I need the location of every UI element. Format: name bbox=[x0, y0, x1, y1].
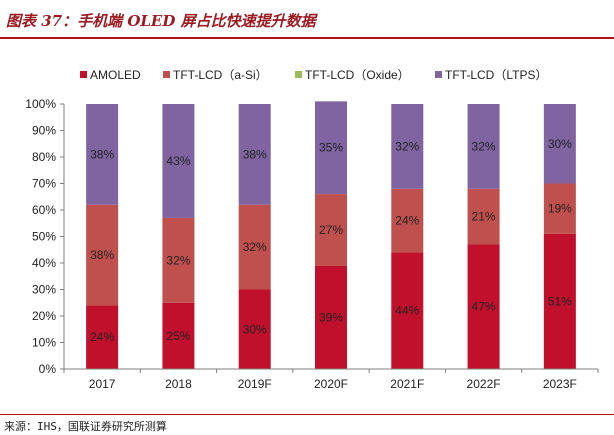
bar-segment bbox=[162, 302, 195, 369]
bar-segment bbox=[86, 305, 119, 369]
bar-segment bbox=[162, 104, 195, 218]
legend-item: TFT-LCD（Oxide） bbox=[295, 68, 410, 82]
x-tick-label: 2018 bbox=[165, 377, 192, 391]
bar-segment bbox=[86, 104, 119, 205]
bar-value-label: 38% bbox=[90, 248, 114, 262]
bar-value-label: 38% bbox=[90, 147, 114, 161]
legend-item: TFT-LCD（LTPS） bbox=[435, 68, 547, 82]
x-tick-label: 2022F bbox=[467, 377, 501, 391]
legend-label: AMOLED bbox=[90, 68, 141, 82]
bar-segment bbox=[543, 104, 576, 184]
bar-stack: 51% 19% 30% bbox=[543, 104, 576, 369]
x-tick-label: 2020F bbox=[314, 377, 348, 391]
figure-header: 图表 37：手机端 OLED 屏占比快速提升数据 bbox=[0, 0, 614, 40]
bar-value-label: 32% bbox=[472, 139, 496, 153]
bar-value-label: 47% bbox=[472, 300, 496, 314]
bar-stack: 39% 27% 35% bbox=[315, 101, 347, 369]
bar-segment bbox=[86, 204, 119, 306]
footer-divider bbox=[0, 414, 614, 415]
legend-swatch bbox=[80, 71, 87, 78]
x-tick-label: 2021F bbox=[390, 377, 424, 391]
legend-swatch bbox=[163, 71, 170, 78]
bar-segment bbox=[467, 244, 500, 369]
y-tick-label: 40% bbox=[32, 256, 56, 270]
bar-value-label: 30% bbox=[548, 137, 572, 151]
legend-label: TFT-LCD（a-Si） bbox=[173, 68, 268, 82]
bar-segment bbox=[543, 233, 576, 369]
y-tick-label: 30% bbox=[32, 283, 56, 297]
bar-value-label: 43% bbox=[166, 154, 190, 168]
legend-swatch bbox=[435, 71, 442, 78]
bar-segment bbox=[467, 188, 500, 245]
y-tick-label: 80% bbox=[32, 150, 56, 164]
x-tick-label: 2023F bbox=[543, 377, 577, 391]
bar-value-label: 32% bbox=[243, 240, 267, 254]
y-tick-label: 60% bbox=[32, 203, 56, 217]
y-tick-label: 70% bbox=[32, 177, 56, 191]
y-tick-label: 90% bbox=[32, 124, 56, 138]
bar-value-label: 19% bbox=[548, 202, 572, 216]
bar-value-label: 44% bbox=[395, 304, 419, 318]
legend-swatch bbox=[295, 71, 302, 78]
y-axis: 0% 10% 20% 30% 40% 50% 60% 70% 80% 90% 100% bbox=[25, 97, 65, 376]
bar-value-label: 38% bbox=[243, 147, 267, 161]
bar-value-label: 39% bbox=[319, 310, 343, 324]
legend-label: TFT-LCD（LTPS） bbox=[445, 68, 547, 82]
bar-value-label: 24% bbox=[90, 330, 114, 344]
bar-stack: 47% 21% 32% bbox=[467, 104, 500, 369]
bar-stack: 25% 32% 43% bbox=[162, 104, 195, 369]
bar-segment bbox=[162, 217, 195, 303]
bar-value-label: 32% bbox=[395, 139, 419, 153]
chart-legend: AMOLED TFT-LCD（a-Si） TFT-LCD（Oxide） TFT-LCD… bbox=[80, 68, 547, 82]
x-tick-label: 2019F bbox=[238, 377, 272, 391]
bar-segment bbox=[315, 194, 347, 266]
bar-segment bbox=[391, 188, 424, 253]
bar-value-label: 27% bbox=[319, 223, 343, 237]
bar-segment bbox=[391, 252, 424, 369]
stacked-bar-chart: AMOLED TFT-LCD（a-Si） TFT-LCD（Oxide） TFT-LCD… bbox=[25, 68, 599, 391]
y-tick-label: 10% bbox=[32, 336, 56, 350]
y-tick-label: 0% bbox=[39, 362, 57, 376]
y-tick-label: 50% bbox=[32, 230, 56, 244]
legend-item: AMOLED bbox=[80, 68, 141, 82]
legend-item: TFT-LCD（a-Si） bbox=[163, 68, 268, 82]
bar-segment bbox=[315, 265, 347, 369]
source-note: 来源：IHS，国联证券研究所测算 bbox=[4, 420, 167, 433]
bar-area: 24% 38% 38% 25% 32% 43% 30% 32% 38% 39% 27% 35% 44% 2… bbox=[86, 101, 576, 369]
bar-value-label: 35% bbox=[319, 141, 343, 155]
bar-segment bbox=[315, 101, 347, 195]
bar-value-label: 25% bbox=[166, 329, 190, 343]
bar-segment bbox=[391, 104, 424, 189]
bar-value-label: 51% bbox=[548, 294, 572, 308]
x-axis: 2017 2018 2019F 2020F 2021F 2022F 2023F bbox=[63, 368, 599, 391]
bar-stack: 44% 24% 32% bbox=[391, 104, 424, 369]
bar-value-label: 21% bbox=[472, 210, 496, 224]
bar-segment bbox=[238, 104, 271, 205]
y-tick-label: 20% bbox=[32, 309, 56, 323]
title-divider bbox=[0, 37, 614, 39]
bar-segment bbox=[467, 104, 500, 189]
bar-stack: 24% 38% 38% bbox=[86, 104, 119, 369]
bar-segment bbox=[543, 183, 576, 234]
bar-stack: 30% 32% 38% bbox=[238, 104, 271, 369]
bar-value-label: 30% bbox=[243, 322, 267, 336]
bar-segment bbox=[238, 204, 271, 290]
legend-label: TFT-LCD（Oxide） bbox=[305, 68, 410, 82]
figure-title: 图表 37：手机端 OLED 屏占比快速提升数据 bbox=[6, 12, 316, 30]
bar-value-label: 32% bbox=[166, 253, 190, 267]
x-tick-label: 2017 bbox=[89, 377, 116, 391]
bar-segment bbox=[238, 289, 271, 369]
bar-value-label: 24% bbox=[395, 214, 419, 228]
y-tick-label: 100% bbox=[25, 97, 56, 111]
